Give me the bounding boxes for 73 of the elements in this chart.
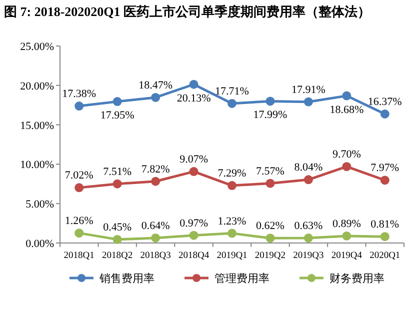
data-label: 1.26% bbox=[64, 215, 94, 228]
point bbox=[304, 175, 313, 184]
legend-label: 财务费用率 bbox=[330, 272, 384, 285]
data-label: 0.62% bbox=[256, 220, 284, 232]
y-tick-label: 0.00% bbox=[26, 238, 54, 250]
point bbox=[228, 181, 236, 190]
point bbox=[266, 234, 275, 243]
x-tick-label: 2018Q3 bbox=[140, 251, 172, 261]
point bbox=[342, 162, 352, 172]
y-tick-label: 20.00% bbox=[20, 80, 54, 92]
point bbox=[151, 176, 160, 186]
data-label: 17.91% bbox=[291, 84, 326, 96]
data-label: 7.57% bbox=[256, 165, 284, 178]
data-label: 8.04% bbox=[294, 162, 323, 174]
y-tick-label: 15.00% bbox=[20, 120, 54, 132]
data-label: 17.99% bbox=[253, 109, 288, 122]
data-label: 17.38% bbox=[62, 88, 96, 100]
x-tick-label: 2019Q4 bbox=[331, 251, 362, 261]
data-label: 17.95% bbox=[100, 110, 134, 122]
x-tick-label: 2018Q2 bbox=[102, 251, 133, 261]
point bbox=[228, 98, 236, 108]
data-label: 17.71% bbox=[215, 85, 249, 98]
legend-label: 销售费用率 bbox=[98, 272, 154, 285]
x-tick-label: 2019Q3 bbox=[293, 251, 324, 261]
data-label: 9.07% bbox=[180, 154, 208, 166]
x-tick-label: 2020Q1 bbox=[370, 251, 400, 261]
point bbox=[304, 234, 313, 243]
point bbox=[266, 178, 275, 188]
data-label: 0.89% bbox=[332, 218, 361, 230]
point bbox=[304, 97, 313, 106]
legend-label: 管理费用率 bbox=[214, 272, 270, 285]
data-label: 7.51% bbox=[103, 166, 132, 178]
point bbox=[151, 92, 160, 102]
point bbox=[342, 231, 352, 240]
title: 图 7: 2018-202020Q1 医药上市公司单季度期间费用率（整体法） bbox=[4, 4, 371, 19]
point bbox=[189, 80, 198, 89]
point bbox=[112, 97, 122, 106]
data-label: 0.97% bbox=[180, 217, 208, 230]
data-label: 16.37% bbox=[368, 96, 402, 108]
data-label: 0.63% bbox=[294, 220, 323, 232]
data-label: 9.70% bbox=[332, 148, 361, 161]
point bbox=[342, 91, 352, 100]
y-tick-label: 5.00% bbox=[26, 198, 54, 211]
data-label: 0.81% bbox=[370, 218, 400, 231]
data-label: 1.23% bbox=[218, 215, 246, 228]
point bbox=[74, 183, 84, 192]
point bbox=[189, 167, 198, 176]
y-tick-label: 25.00% bbox=[20, 41, 54, 53]
data-label: 7.82% bbox=[141, 163, 170, 176]
point bbox=[112, 234, 122, 244]
point bbox=[380, 110, 390, 119]
x-tick-label: 2019Q2 bbox=[254, 251, 286, 261]
data-label: 7.02% bbox=[64, 170, 94, 182]
point bbox=[112, 179, 122, 188]
data-label: 7.29% bbox=[218, 168, 246, 180]
y-tick-label: 10.00% bbox=[20, 159, 54, 172]
data-label: 18.47% bbox=[138, 79, 173, 92]
point bbox=[189, 230, 198, 240]
point bbox=[228, 228, 236, 238]
x-tick-label: 2018Q1 bbox=[64, 251, 95, 261]
data-label: 0.45% bbox=[103, 221, 132, 234]
data-label: 7.97% bbox=[370, 162, 400, 174]
point bbox=[151, 233, 160, 242]
data-label: 20.13% bbox=[176, 92, 211, 104]
point bbox=[74, 102, 84, 111]
data-label: 0.64% bbox=[141, 220, 170, 232]
x-tick-label: 2019Q1 bbox=[216, 251, 248, 261]
x-tick-label: 2018Q4 bbox=[178, 251, 210, 261]
point bbox=[380, 232, 390, 242]
point bbox=[266, 96, 275, 106]
point bbox=[380, 176, 390, 185]
point bbox=[74, 228, 84, 238]
data-label: 18.68% bbox=[330, 104, 364, 116]
